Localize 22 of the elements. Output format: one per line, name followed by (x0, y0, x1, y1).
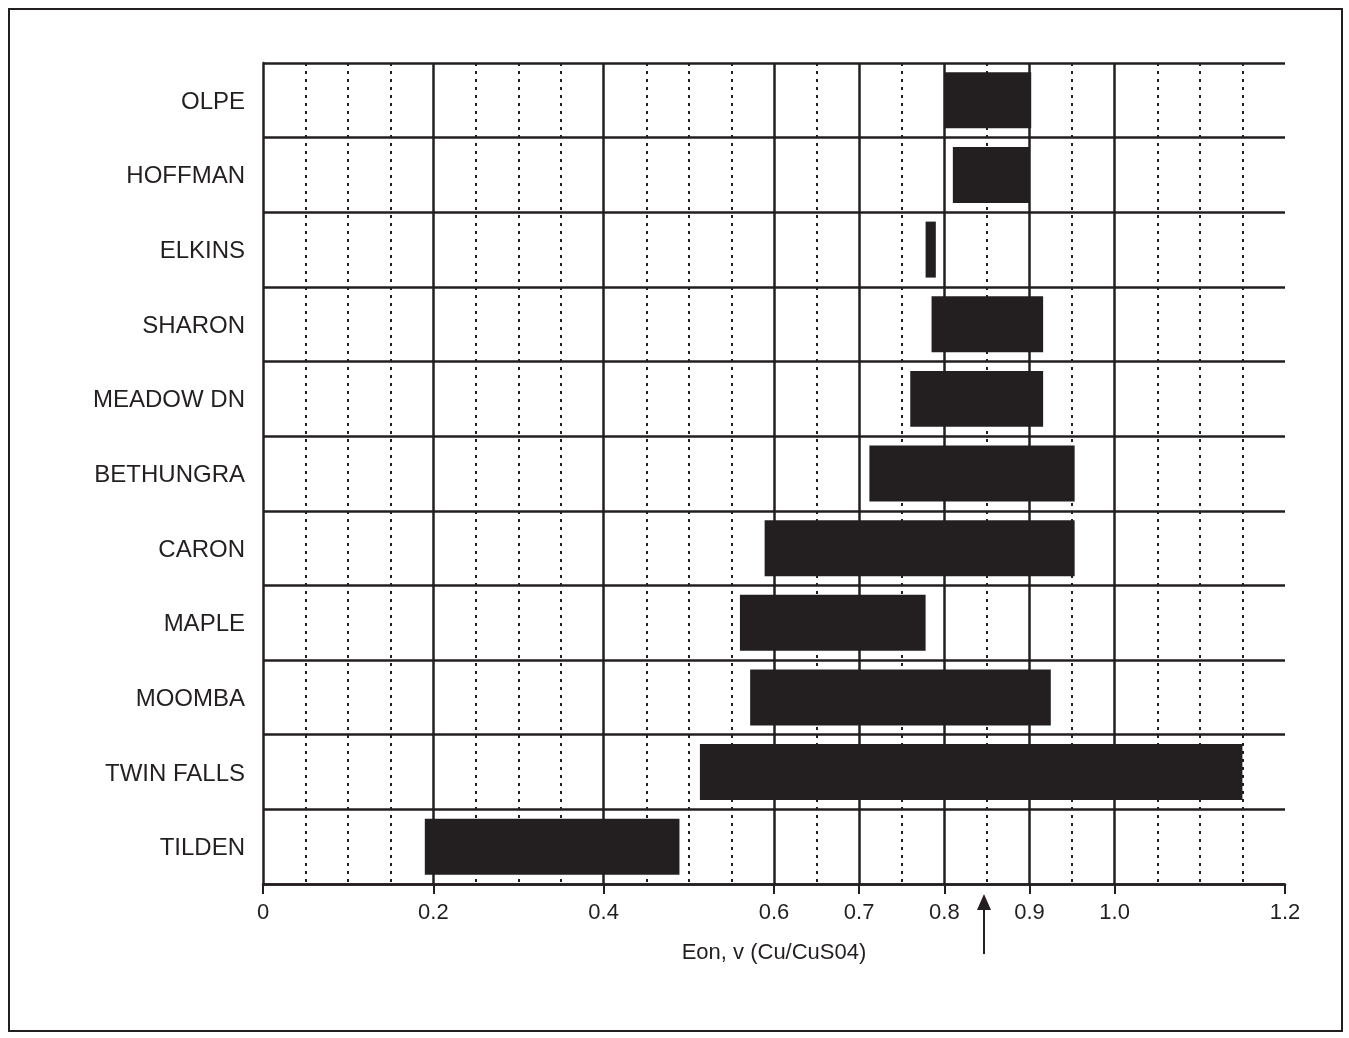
x-tick-label: 0.6 (758, 898, 790, 924)
y-tick-label: MOOMBA (135, 683, 245, 711)
y-tick-label: BETHUNGRA (94, 460, 245, 487)
y-tick-label: MEADOW DN (93, 385, 245, 413)
x-tick-label: 0.9 (1014, 898, 1045, 924)
y-tick-label: MAPLE (163, 609, 245, 637)
x-tick-label: 1.0 (1099, 898, 1130, 924)
x-tick-label: 1.2 (1269, 898, 1301, 924)
y-tick-label: SHARON (142, 310, 245, 338)
bar (925, 221, 936, 278)
y-tick-label: CARON (158, 534, 245, 562)
x-tick-label: 0.8 (929, 898, 960, 924)
y-tick-label: TILDEN (159, 833, 245, 861)
x-tick-label: 0.2 (418, 898, 449, 924)
x-axis-title: Eon, v (Cu/CuS04) (681, 938, 867, 964)
y-tick-label: HOFFMAN (126, 161, 245, 189)
x-tick-label: 0.7 (843, 898, 875, 924)
x-tick-label: 0.4 (588, 898, 619, 924)
y-tick-label: OLPE (180, 86, 245, 114)
x-tick-label: 0 (256, 898, 270, 924)
y-tick-label: ELKINS (159, 236, 245, 264)
y-tick-label: TWIN FALLS (104, 758, 245, 786)
